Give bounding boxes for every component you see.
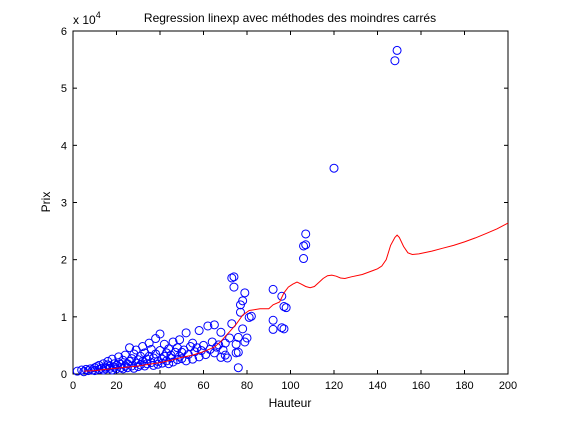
data-point — [177, 347, 187, 357]
data-point — [220, 350, 230, 360]
data-point — [72, 366, 82, 376]
regression-series — [83, 222, 509, 372]
y-exponent-base: x 10 — [73, 13, 96, 27]
data-point — [81, 364, 91, 374]
data-point — [85, 364, 95, 374]
data-point — [125, 343, 135, 353]
data-point — [279, 302, 289, 312]
data-point — [277, 323, 287, 333]
data-point — [231, 339, 241, 349]
x-tick-label: 200 — [499, 380, 517, 392]
y-tick-label: 1 — [61, 312, 67, 324]
y-tick-label: 5 — [61, 83, 67, 95]
data-point — [281, 303, 291, 313]
x-tick-label: 60 — [197, 380, 209, 392]
data-point — [233, 347, 243, 357]
data-point — [279, 324, 289, 334]
y-axis-ticks: 0 1 2 3 4 5 6 — [61, 26, 508, 381]
data-point — [203, 321, 213, 331]
y-tick-label: 6 — [61, 26, 67, 38]
data-point — [146, 358, 156, 368]
data-point — [222, 353, 232, 363]
data-point — [155, 329, 165, 339]
data-point — [268, 324, 278, 334]
data-point — [233, 332, 243, 342]
y-axis-label: Prix — [39, 192, 53, 213]
data-point — [244, 312, 254, 322]
data-point — [268, 284, 278, 294]
x-axis-label: Hauteur — [269, 396, 312, 410]
data-point — [181, 328, 191, 338]
data-point — [246, 311, 256, 321]
data-point — [194, 326, 204, 336]
data-point — [329, 163, 339, 173]
data-point — [301, 240, 311, 250]
x-tick-label: 120 — [325, 380, 343, 392]
y-exponent-power: 4 — [96, 10, 101, 20]
y-tick-label: 0 — [61, 369, 67, 381]
data-point — [157, 354, 167, 364]
x-tick-label: 80 — [241, 380, 253, 392]
plot-area — [72, 30, 509, 375]
regression-line — [83, 222, 509, 372]
data-point — [209, 320, 219, 330]
data-point — [299, 241, 309, 251]
y-tick-label: 3 — [61, 198, 67, 210]
data-point — [175, 335, 185, 345]
x-tick-label: 160 — [412, 380, 430, 392]
data-point — [218, 345, 228, 355]
x-tick-label: 100 — [281, 380, 299, 392]
data-point — [144, 351, 154, 361]
data-point — [216, 327, 226, 337]
y-tick-label: 4 — [61, 140, 67, 152]
x-tick-label: 140 — [368, 380, 386, 392]
data-point — [227, 273, 237, 283]
data-point — [90, 363, 100, 373]
data-point — [240, 288, 250, 298]
data-point — [277, 291, 287, 301]
data-point — [238, 296, 248, 306]
data-point — [164, 359, 174, 369]
data-point — [168, 357, 178, 367]
chart-title: Regression linexp avec méthodes des moin… — [144, 11, 436, 25]
data-point — [199, 340, 208, 350]
data-point — [155, 346, 165, 356]
x-axis-ticks: 0 20 40 60 80 100 120 140 160 180 200 — [70, 31, 517, 392]
data-point — [144, 338, 154, 348]
data-point — [233, 363, 243, 373]
data-point — [392, 45, 402, 55]
data-point — [125, 356, 135, 366]
data-point — [209, 348, 219, 358]
data-point — [301, 229, 311, 239]
data-point — [229, 272, 239, 282]
x-tick-label: 40 — [154, 380, 166, 392]
x-tick-label: 0 — [70, 380, 76, 392]
data-point — [238, 324, 248, 334]
y-tick-label: 2 — [61, 255, 67, 267]
data-point — [225, 333, 235, 343]
data-point — [153, 356, 163, 366]
data-point — [268, 315, 278, 325]
data-point — [229, 282, 239, 292]
x-tick-label: 20 — [110, 380, 122, 392]
data-point — [235, 307, 245, 317]
x-tick-label: 180 — [455, 380, 473, 392]
data-point — [168, 337, 178, 347]
data-point — [242, 333, 252, 343]
data-point — [390, 56, 400, 66]
data-point — [103, 356, 113, 366]
data-point — [299, 254, 309, 264]
y-exponent-label: x 104 — [73, 10, 101, 27]
data-point — [109, 359, 119, 369]
data-point — [77, 365, 87, 375]
data-point — [227, 319, 237, 329]
